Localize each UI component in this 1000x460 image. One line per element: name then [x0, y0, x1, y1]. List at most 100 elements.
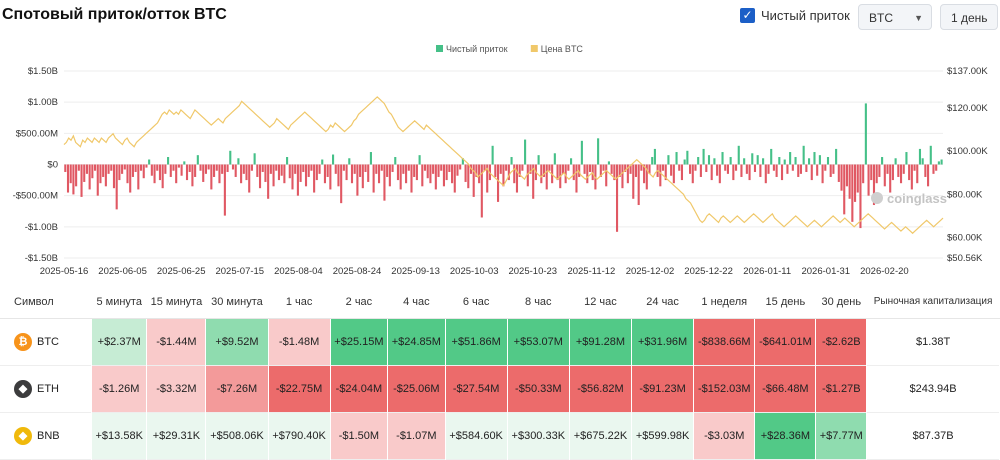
net-flow-bar [756, 155, 759, 165]
net-flow-bar [402, 164, 405, 174]
column-header[interactable]: 24 час [631, 286, 694, 319]
net-flow-bar [629, 164, 632, 174]
table-row[interactable]: ◆ ETH -$1.26M -$3.32M -$7.26M -$22.75M -$24.04… [0, 365, 1000, 413]
column-header[interactable]: 30 день [815, 286, 867, 319]
net-flow-bar [607, 161, 610, 165]
net-flow-bar [102, 164, 105, 177]
net-flow-bar [667, 155, 670, 165]
column-header[interactable]: 8 час [507, 286, 570, 319]
net-flow-checkbox-label[interactable]: Чистый приток [761, 8, 850, 23]
flow-value-cell: -$1.50M [330, 412, 389, 460]
flow-value-cell: -$1.07M [387, 412, 446, 460]
column-header[interactable]: 1 неделя [693, 286, 755, 319]
net-flow-bar [621, 164, 624, 189]
net-flow-bar [313, 164, 316, 193]
net-flow-bar [775, 164, 778, 177]
column-header[interactable]: 6 час [445, 286, 508, 319]
flow-value-cell: -$22.75M [268, 365, 331, 413]
net-flow-bar [148, 159, 151, 165]
column-header[interactable]: 15 день [754, 286, 816, 319]
net-flow-bar [367, 164, 370, 182]
watermark-text: coinglass [887, 191, 947, 206]
net-flow-bar [223, 164, 226, 216]
coin-select[interactable]: BTC ▼ [858, 4, 932, 30]
net-flow-bar [329, 164, 332, 190]
flow-value-cell: -$3.03M [693, 412, 756, 460]
net-flow-bar [221, 164, 224, 174]
net-flow-bar [524, 139, 527, 165]
net-flow-bar [294, 164, 297, 174]
net-flow-bar [699, 164, 702, 177]
x-tick-label: 2025-11-12 [567, 266, 615, 277]
net-flow-bar [740, 164, 743, 177]
symbol-cell[interactable]: ◆ ETH [0, 365, 92, 413]
right-tick-label: $80.00K [947, 189, 983, 200]
net-flow-bar [718, 164, 721, 184]
column-header[interactable]: 5 минута [91, 286, 147, 319]
flow-value-cell: +$508.06K [205, 412, 269, 460]
column-header[interactable]: Рыночная капитализация [866, 286, 1000, 319]
net-flow-bar [456, 164, 459, 176]
coin-select-value: BTC [869, 11, 893, 25]
net-flow-bar [396, 164, 400, 181]
net-flow-bar [83, 164, 86, 182]
column-header[interactable]: 4 час [387, 286, 446, 319]
column-header[interactable]: 1 час [268, 286, 331, 319]
net-flow-bar [342, 164, 345, 171]
net-flow-bar [296, 164, 299, 196]
net-flow-bar [799, 164, 803, 174]
left-tick-label: $500.00M [16, 128, 58, 139]
net-flow-bar [588, 164, 592, 172]
net-flow-bar [851, 164, 854, 222]
net-flow-bar [383, 164, 386, 201]
net-flow-bar [280, 164, 283, 176]
table-row[interactable]: ₿ BTC +$2.37M -$1.44M +$9.52M -$1.48M +$25.15M… [0, 318, 1000, 366]
net-flow-bar [372, 164, 375, 193]
net-flow-bar [664, 164, 667, 181]
column-header[interactable]: 2 час [330, 286, 388, 319]
net-flow-bar [867, 164, 870, 196]
column-header[interactable]: Символ [0, 286, 92, 319]
net-flow-bar [881, 157, 884, 165]
bitcoin-icon: ₿ [14, 333, 32, 351]
net-flow-bars [64, 103, 943, 232]
net-flow-bar [548, 164, 551, 171]
net-flow-bar [185, 164, 189, 181]
table-row[interactable]: ◆ BNB +$13.58K +$29.31K +$508.06K +$790.40K -$… [0, 412, 1000, 460]
net-flow-bar [791, 164, 794, 171]
net-flow-bar [537, 155, 540, 165]
net-flow-bar [729, 157, 732, 165]
net-flow-bar [575, 164, 578, 193]
net-flow-bar [640, 164, 643, 171]
column-header[interactable]: 30 минута [205, 286, 269, 319]
flow-value-cell: +$28.36M [754, 412, 817, 460]
flow-value-cell: +$9.52M [205, 318, 269, 366]
net-flow-bar [780, 164, 784, 181]
net-flow-bar [853, 164, 857, 202]
net-flow-bar [864, 103, 867, 165]
net-flow-bar [816, 164, 819, 176]
symbol-cell[interactable]: ◆ BNB [0, 412, 92, 460]
net-flow-bar [529, 164, 532, 174]
flow-value-cell: +$2.37M [91, 318, 148, 366]
net-flow-bar [77, 164, 80, 171]
net-flow-bar [388, 164, 391, 187]
interval-select[interactable]: 1 день [940, 4, 998, 30]
net-flow-bar [602, 164, 605, 171]
net-flow-bar [250, 164, 253, 171]
right-tick-label: $50.56K [947, 253, 983, 264]
net-flow-checkbox[interactable]: ✓ [740, 8, 755, 23]
net-flow-bar [421, 164, 424, 187]
net-flow-bar [72, 164, 75, 195]
net-flow-bar [561, 164, 565, 174]
net-flow-bar [510, 157, 513, 165]
net-flow-bar [697, 157, 700, 165]
column-header[interactable]: 15 минута [146, 286, 206, 319]
net-flow-bar [104, 164, 107, 187]
net-flow-bar [518, 164, 521, 177]
symbol-cell[interactable]: ₿ BTC [0, 318, 92, 366]
net-flow-bar [164, 164, 167, 174]
column-header[interactable]: 12 час [569, 286, 632, 319]
flow-value-cell: +$24.85M [387, 318, 446, 366]
net-flow-bar [375, 164, 378, 174]
